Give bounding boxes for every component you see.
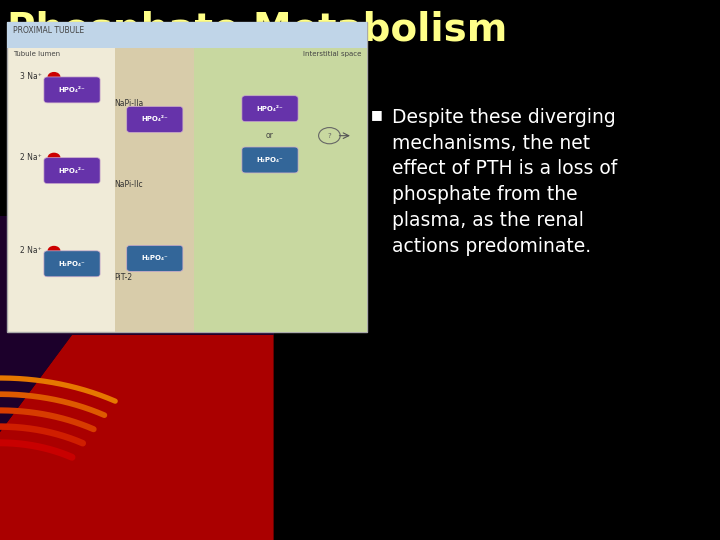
FancyBboxPatch shape — [115, 48, 194, 332]
Text: ?: ? — [328, 133, 331, 139]
FancyBboxPatch shape — [194, 48, 367, 332]
FancyBboxPatch shape — [242, 147, 298, 173]
Text: 2 Na⁺: 2 Na⁺ — [20, 246, 42, 255]
Text: HPO₄²⁻: HPO₄²⁻ — [58, 167, 86, 174]
Circle shape — [48, 246, 60, 255]
Text: NaPi-IIc: NaPi-IIc — [114, 180, 143, 188]
Text: H₂PO₄⁻: H₂PO₄⁻ — [58, 261, 86, 267]
Text: PROXIMAL TUBULE: PROXIMAL TUBULE — [13, 26, 84, 35]
Text: HPO₄²⁻: HPO₄²⁻ — [141, 117, 168, 123]
Text: NaPi-IIa: NaPi-IIa — [114, 99, 143, 108]
Text: 2 Na⁺: 2 Na⁺ — [20, 153, 42, 161]
FancyBboxPatch shape — [7, 22, 367, 332]
Text: PiT-2: PiT-2 — [114, 273, 132, 282]
Text: H₂PO₄⁻: H₂PO₄⁻ — [141, 255, 168, 261]
FancyBboxPatch shape — [44, 251, 100, 276]
FancyBboxPatch shape — [127, 106, 183, 132]
Circle shape — [48, 73, 60, 82]
FancyBboxPatch shape — [242, 96, 298, 122]
Polygon shape — [0, 335, 274, 540]
FancyBboxPatch shape — [44, 158, 100, 184]
Text: ■: ■ — [371, 108, 382, 121]
Polygon shape — [0, 216, 274, 432]
Text: 3 Na⁺: 3 Na⁺ — [20, 72, 42, 81]
Text: Phosphate Metabolism: Phosphate Metabolism — [7, 11, 508, 49]
Text: H₂PO₄⁻: H₂PO₄⁻ — [256, 157, 284, 163]
Text: Despite these diverging
mechanisms, the net
effect of PTH is a loss of
phosphate: Despite these diverging mechanisms, the … — [392, 108, 618, 256]
FancyBboxPatch shape — [127, 245, 183, 271]
Text: Interstitial space: Interstitial space — [303, 51, 361, 57]
Circle shape — [48, 153, 60, 162]
Text: HPO₄²⁻: HPO₄²⁻ — [256, 106, 284, 112]
FancyBboxPatch shape — [7, 22, 367, 48]
Text: HPO₄²⁻: HPO₄²⁻ — [58, 87, 86, 93]
FancyBboxPatch shape — [44, 77, 100, 103]
Text: or: or — [266, 131, 274, 140]
Text: Tubule lumen: Tubule lumen — [13, 51, 60, 57]
